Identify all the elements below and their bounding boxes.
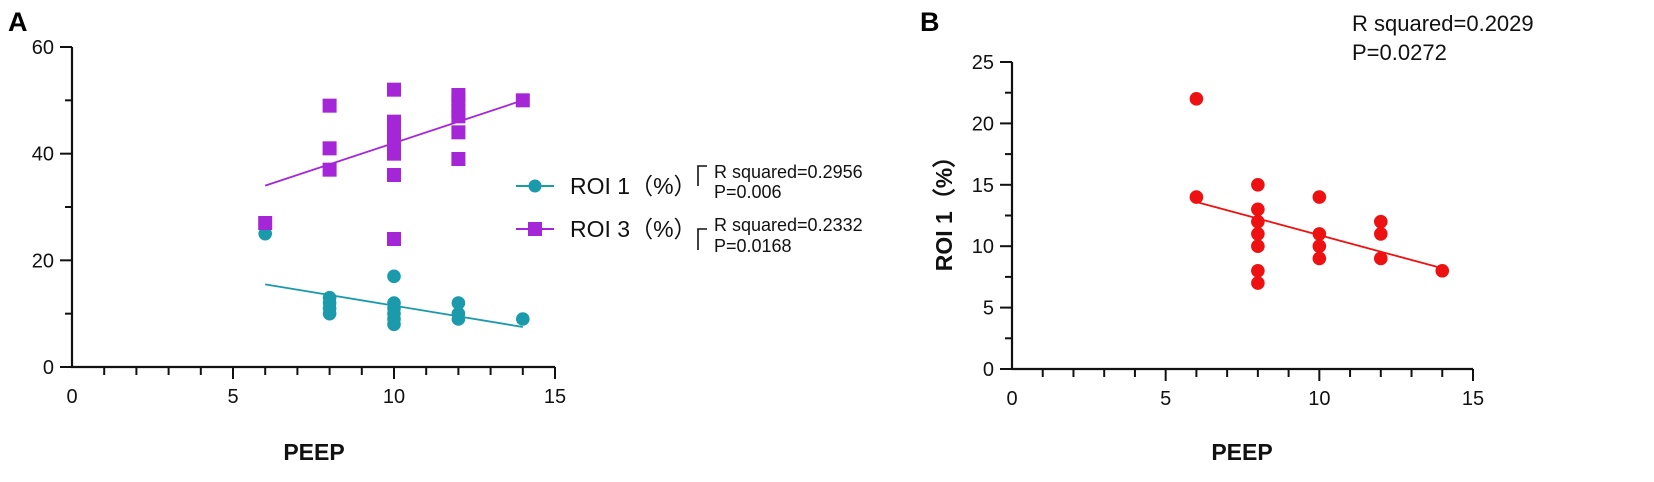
stat-p-roi1: P=0.006 — [714, 182, 782, 202]
panel-b-y-tick-label: 20 — [972, 113, 994, 135]
stat-p-roi3: P=0.0168 — [714, 236, 792, 256]
data-point-circle — [1312, 227, 1327, 241]
panel-a-ticks — [60, 46, 556, 379]
data-point-circle — [1374, 227, 1388, 241]
data-point-square — [322, 141, 337, 156]
panel-b-x-tick-label: 0 — [1006, 388, 1017, 410]
data-point-square — [515, 93, 530, 108]
panel-a-points — [258, 82, 530, 332]
panel-a-y-tick-label: 40 — [32, 144, 54, 166]
data-point-circle — [258, 226, 273, 241]
panel-a: A 0 5 10 15 0 20 40 60 PEEP ROI 1（%） R squared=… — [8, 7, 863, 465]
data-point-circle — [1251, 214, 1265, 229]
data-point-circle — [1435, 263, 1450, 278]
panel-a-x-axis-title: PEEP — [283, 439, 344, 465]
panel-a-letter: A — [8, 7, 28, 37]
panel-b-x-tick-label: 10 — [1308, 388, 1330, 410]
data-point-circle — [387, 269, 401, 284]
data-point-square — [387, 82, 401, 97]
stat-bracket-roi1 — [697, 165, 707, 186]
panel-b-y-axis-title: ROI 1（%） — [931, 145, 957, 272]
data-point-circle — [1251, 276, 1265, 290]
data-point-circle — [1251, 202, 1265, 217]
data-point-square — [258, 216, 273, 230]
legend-label-roi3: ROI 3（%） — [570, 216, 697, 242]
panel-a-x-tick-label: 5 — [227, 386, 238, 408]
panel-b-y-tick-label: 0 — [983, 359, 994, 381]
panel-b-letter: B — [920, 7, 940, 37]
legend-label-roi1: ROI 1（%） — [570, 173, 697, 199]
panel-b-y-tick-label: 5 — [983, 298, 994, 320]
data-point-square — [387, 232, 401, 246]
data-point-circle — [451, 312, 466, 326]
data-point-circle — [1251, 239, 1265, 253]
data-point-circle — [1251, 263, 1265, 278]
panel-b-x-tick-label: 15 — [1462, 388, 1484, 410]
data-point-square — [387, 114, 401, 129]
legend-marker-roi3 — [528, 222, 542, 236]
data-point-square — [387, 146, 401, 161]
data-point-circle — [516, 312, 530, 326]
data-point-circle — [1312, 190, 1327, 204]
data-point-square — [387, 130, 401, 145]
stat-r2-roi3: R squared=0.2332 — [714, 215, 863, 235]
data-point-circle — [1312, 251, 1327, 266]
data-point-square — [451, 109, 466, 124]
stat-bracket-roi3 — [697, 228, 707, 250]
panel-a-x-tick-label: 0 — [66, 386, 77, 408]
panel-a-y-tick-label: 60 — [32, 37, 54, 59]
data-point-circle — [1374, 214, 1388, 229]
panel-b-y-tick-label: 15 — [972, 175, 994, 197]
legend-item-roi1: ROI 1（%） R squared=0.2956 P=0.006 — [516, 162, 863, 202]
data-point-square — [451, 152, 466, 166]
panel-a-tick-labels: 0 5 10 15 0 20 40 60 — [32, 37, 566, 408]
panel-b-stat-p: P=0.0272 — [1352, 40, 1447, 65]
panel-a-x-tick-label: 10 — [383, 386, 405, 408]
data-point-square — [451, 125, 466, 140]
data-point-square — [322, 162, 337, 177]
panel-b-y-tick-label: 25 — [972, 52, 994, 74]
legend-item-roi3: ROI 3（%） R squared=0.2332 P=0.0168 — [516, 215, 863, 256]
data-point-circle — [322, 306, 337, 321]
data-point-square — [322, 98, 337, 113]
panel-b-y-tick-label: 10 — [972, 236, 994, 258]
data-point-circle — [1189, 190, 1204, 204]
panel-a-y-tick-label: 20 — [32, 250, 54, 272]
data-point-square — [451, 93, 466, 108]
stat-r2-roi1: R squared=0.2956 — [714, 162, 863, 182]
panel-b-x-axis-title: PEEP — [1211, 439, 1272, 465]
data-point-circle — [1312, 239, 1327, 253]
data-point-circle — [1251, 178, 1265, 192]
panel-a-legend: ROI 1（%） R squared=0.2956 P=0.006 ROI 3（… — [516, 162, 863, 256]
panel-b-stat-r2: R squared=0.2029 — [1352, 11, 1534, 36]
data-point-circle — [1251, 227, 1265, 241]
data-point-circle — [1374, 251, 1388, 266]
panel-b-x-tick-label: 5 — [1160, 388, 1171, 410]
data-point-square — [387, 168, 401, 182]
panel-b: B 0 5 10 15 0 5 10 15 20 25 PEEP ROI 1（%） R squar… — [920, 7, 1534, 465]
panel-b-tick-labels: 0 5 10 15 0 5 10 15 20 25 — [972, 52, 1484, 410]
data-point-circle — [387, 317, 401, 332]
legend-marker-roi1 — [528, 179, 542, 193]
panel-b-points — [1189, 92, 1450, 290]
data-point-circle — [1189, 92, 1204, 106]
panel-b-ticks — [1000, 61, 1474, 381]
panel-a-x-tick-label: 15 — [544, 386, 566, 408]
data-point-circle — [451, 296, 466, 310]
panel-a-y-tick-label: 0 — [43, 357, 54, 379]
